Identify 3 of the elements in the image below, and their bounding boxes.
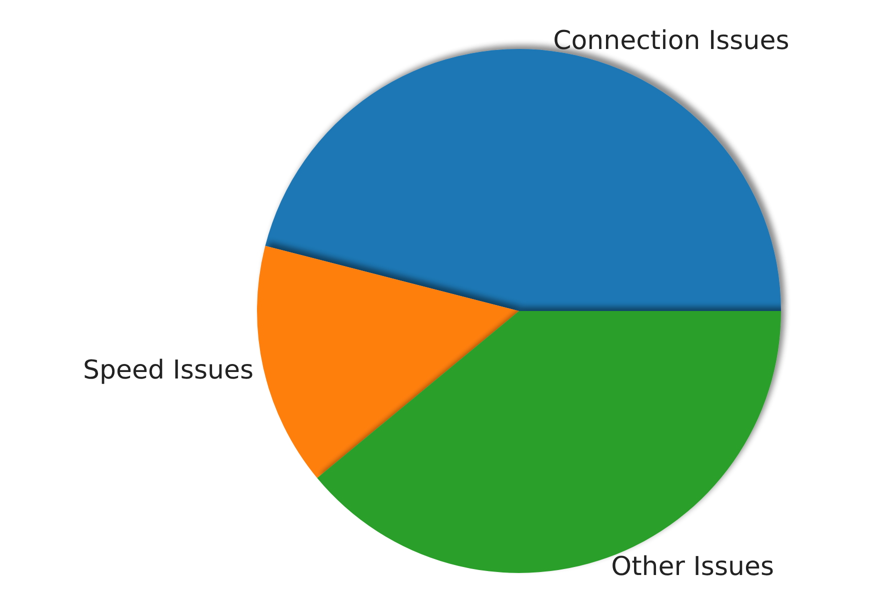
slice-label: Other Issues [611, 552, 774, 582]
slice-label: Speed Issues [82, 355, 254, 386]
slice-label: Connection Issues [553, 26, 790, 56]
